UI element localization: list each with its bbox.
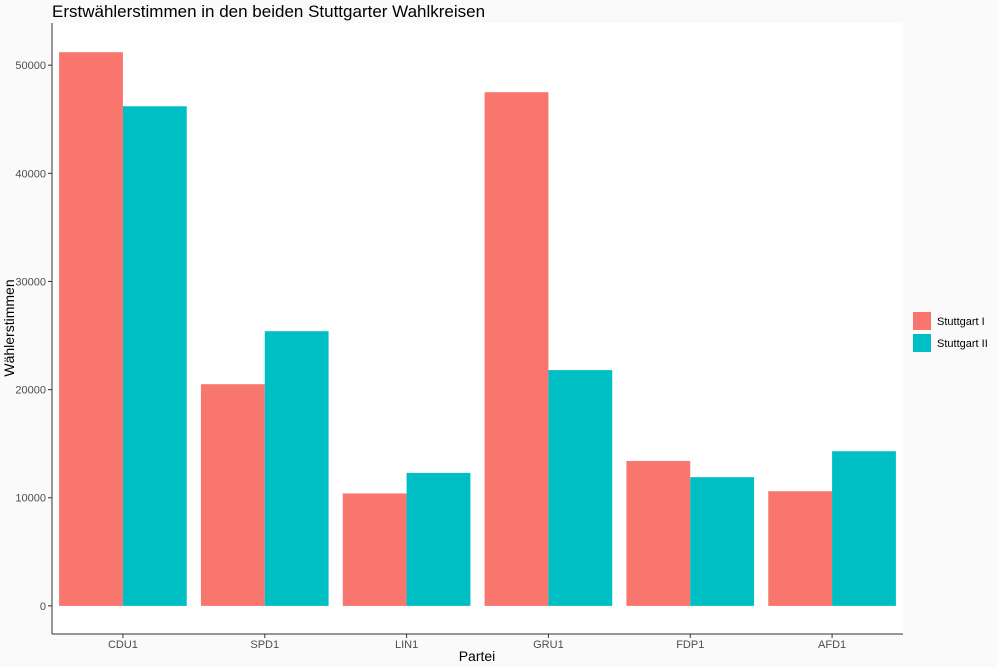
bar-cdu1-series-1 (59, 52, 123, 606)
bar-lin1-series-1 (342, 493, 407, 606)
chart-title: Erstwählerstimmen in den beiden Stuttgar… (52, 2, 485, 21)
x-tick-label: CDU1 (108, 639, 138, 651)
bar-gru1-series-2 (548, 370, 613, 606)
y-tick-label: 30000 (15, 276, 46, 288)
x-tick-label: LIN1 (395, 639, 418, 651)
y-tick-label: 40000 (15, 168, 46, 180)
bars-group (59, 52, 896, 606)
y-tick-label: 20000 (15, 385, 46, 397)
y-axis: 0 10000 20000 30000 40000 50000 (15, 23, 53, 634)
bar-fdp1-series-1 (626, 460, 691, 606)
bar-afd1-series-1 (768, 491, 833, 606)
legend-label-series-2: Stuttgart II (937, 338, 988, 350)
y-tick-label: 50000 (15, 60, 46, 72)
x-tick-label: GRU1 (533, 639, 564, 651)
bar-spd1-series-1 (200, 384, 265, 606)
legend: Stuttgart I Stuttgart II (913, 312, 988, 352)
legend-key-series-1 (913, 312, 931, 330)
bar-cdu1-series-2 (122, 106, 187, 606)
y-axis-label: Wählerstimmen (1, 279, 17, 376)
bar-spd1-series-2 (264, 331, 329, 606)
y-tick-label: 10000 (15, 493, 46, 505)
x-tick-label: FDP1 (676, 639, 704, 651)
x-tick-label: AFD1 (818, 639, 846, 651)
x-axis: CDU1 SPD1 LIN1 GRU1 FDP1 AFD1 (52, 633, 903, 651)
legend-key-series-2 (913, 334, 931, 352)
bar-fdp1-series-2 (690, 477, 755, 606)
bar-gru1-series-1 (484, 92, 549, 606)
x-axis-label: Partei (459, 648, 496, 664)
bar-lin1-series-2 (406, 472, 471, 606)
bar-afd1-series-2 (832, 451, 896, 606)
x-tick-label: SPD1 (250, 639, 279, 651)
legend-label-series-1: Stuttgart I (937, 316, 985, 328)
y-tick-label: 0 (40, 601, 46, 613)
plot-panel (52, 23, 903, 634)
